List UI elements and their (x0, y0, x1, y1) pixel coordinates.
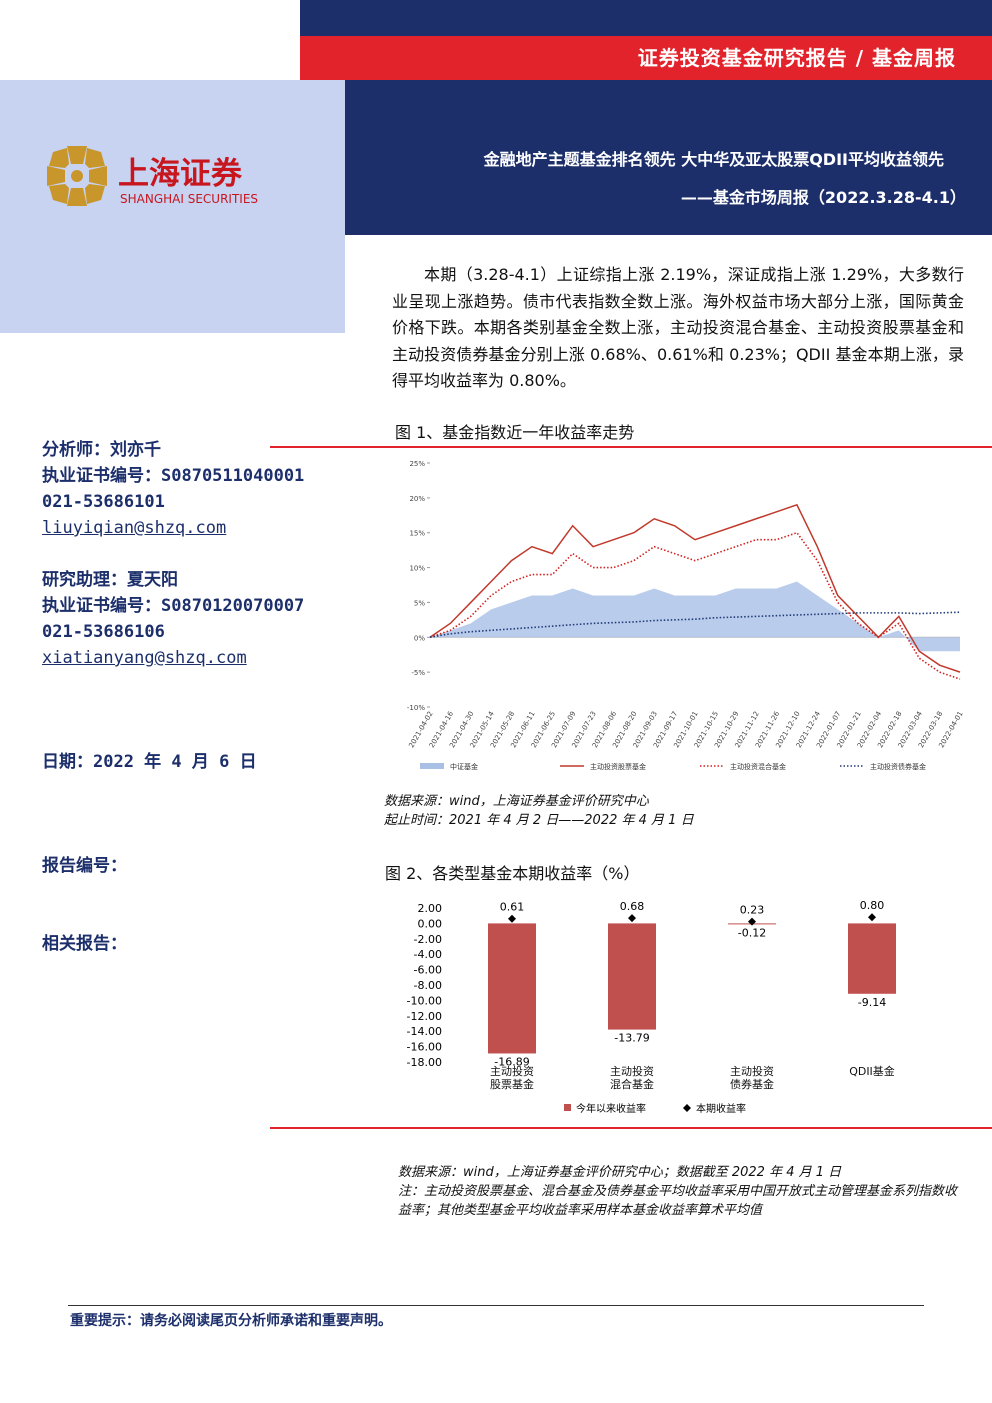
figure-source: 数据来源：wind，上海证券基金评价研究中心；数据截至 2022 年 4 月 1… (398, 1163, 958, 1220)
bar-label: -9.14 (858, 996, 886, 1009)
marker-label: 0.61 (500, 901, 525, 914)
source-line: 注：主动投资股票基金、混合基金及债券基金平均收益率采用中国开放式主动管理基金系列… (398, 1184, 958, 1218)
legend-swatch (420, 763, 444, 769)
figure-caption: 图 2、各类型基金本期收益率（%） (385, 864, 640, 883)
y-tick-label: 0.00 (418, 917, 443, 930)
y-tick-label: 2.00 (418, 902, 443, 915)
line (429, 503, 961, 673)
source-line: 数据来源：wind，上海证券基金评价研究中心 (384, 794, 649, 809)
y-tick-label: -10% (407, 704, 425, 712)
y-tick-label: 15% (409, 530, 425, 538)
y-tick-label: -2.00 (414, 933, 442, 946)
x-label-box: 主动投资债券基金 (730, 1065, 774, 1091)
y-tick-label: -16.00 (407, 1041, 442, 1054)
figure-source: 数据来源：wind，上海证券基金评价研究中心 起止时间：2021 年 4 月 2… (384, 792, 694, 830)
y-tick-label: -18.00 (407, 1056, 442, 1069)
bar (608, 923, 656, 1030)
figure-caption: 图 1、基金指数近一年收益率走势 (395, 423, 635, 442)
logo-cn: 上海证券 (118, 156, 243, 192)
legend-label: 今年以来收益率 (576, 1102, 646, 1115)
analyst-2: 研究助理：夏天阳 执业证书编号：S0870120070007 021-53686… (42, 567, 304, 671)
marker-label: 0.80 (860, 899, 885, 912)
legend-swatch (683, 1104, 691, 1112)
y-tick-label: -10.00 (407, 994, 442, 1007)
marker-label: 0.68 (620, 900, 645, 913)
y-tick-label: 20% (409, 495, 425, 503)
report-title: 金融地产主题基金排名领先 大中华及亚太股票QDII平均收益领先 (483, 150, 944, 169)
x-label-box: 主动投资股票基金 (490, 1065, 534, 1091)
x-label-box: QDII基金 (849, 1065, 895, 1078)
y-tick-label: 5% (414, 599, 425, 607)
y-tick-label: -6.00 (414, 964, 442, 977)
y-tick-label: 0% (414, 634, 425, 642)
rule (270, 446, 992, 448)
footer-note: 重要提示：请务必阅读尾页分析师承诺和重要声明。 (70, 1313, 392, 1329)
line-chart: -10%-5%0%5%10%15%20%25%2021-04-022021-04… (407, 460, 965, 771)
analyst-email[interactable]: liuyiqian@shzq.com (42, 518, 227, 538)
line (429, 611, 961, 639)
y-tick-label: -14.00 (407, 1025, 442, 1038)
y-tick-label: -4.00 (414, 948, 442, 961)
analyst-name: 分析师：刘亦千 (42, 440, 161, 460)
analyst-phone: 021-53686101 (42, 492, 165, 512)
y-tick-label: -5% (411, 669, 425, 677)
footer-rule (68, 1305, 924, 1306)
x-tick-label: 主动投资混合基金 (610, 1065, 654, 1091)
report-number: 报告编号： (42, 856, 127, 876)
legend-label: 中证基金 (450, 762, 478, 771)
bar-label: -16.89 (494, 1055, 529, 1068)
y-tick-label: -12.00 (407, 1010, 442, 1023)
marker (748, 917, 756, 926)
marker (868, 913, 876, 922)
y-tick-label: 25% (409, 460, 425, 468)
logo-en: SHANGHAI SECURITIES (120, 192, 258, 206)
y-tick-label: 10% (409, 565, 425, 573)
bar-chart: 2.00 0.00 -2.00 -4.00 -6.00 -8.00 -10.00 -12.00… (407, 899, 896, 1115)
y-tick-label: -8.00 (414, 979, 442, 992)
summary: 本期（3.28-4.1）上证综指上涨 2.19%，深证成指上涨 1.29%，大多… (392, 265, 964, 390)
source-line: 数据来源：wind，上海证券基金评价研究中心；数据截至 2022 年 4 月 1… (398, 1165, 842, 1180)
analyst-phone: 021-53686106 (42, 622, 165, 642)
logo-block (0, 80, 345, 333)
related-reports: 相关报告： (42, 934, 127, 954)
bar (848, 923, 896, 994)
bar (488, 923, 536, 1054)
marker (628, 914, 636, 923)
x-tick-label: QDII基金 (849, 1065, 895, 1078)
x-label-box: 主动投资混合基金 (610, 1065, 654, 1091)
analyst-email[interactable]: xiatianyang@shzq.com (42, 648, 247, 668)
analyst-1: 分析师：刘亦千 执业证书编号：S0870511040001 021-536861… (42, 437, 304, 541)
bar-label: -13.79 (614, 1032, 649, 1045)
marker (508, 914, 516, 923)
logo-icon (47, 146, 107, 206)
legend-label: 主动投资股票基金 (590, 762, 646, 771)
legend-label: 主动投资债券基金 (870, 762, 926, 771)
bar-label: -0.12 (738, 926, 766, 939)
line (429, 531, 961, 680)
report-subtitle: ——基金市场周报（2022.3.28-4.1） (680, 188, 966, 207)
x-tick-label: 主动投资股票基金 (490, 1065, 534, 1091)
analyst-cert: 执业证书编号：S0870511040001 (42, 466, 305, 486)
area (430, 581, 960, 652)
legend-swatch (564, 1104, 571, 1111)
analyst-cert: 执业证书编号：S0870120070007 (42, 596, 305, 616)
banner-text: 证券投资基金研究报告 / 基金周报 (300, 36, 992, 80)
legend-label: 主动投资混合基金 (730, 762, 786, 771)
analyst-name: 研究助理：夏天阳 (42, 570, 178, 590)
source-line: 起止时间：2021 年 4 月 2 日——2022 年 4 月 1 日 (384, 813, 694, 828)
legend-label: 本期收益率 (696, 1102, 746, 1115)
rule (270, 1127, 992, 1129)
logo: 上海证券 SHANGHAI SECURITIES (47, 146, 258, 206)
x-tick-label: 主动投资债券基金 (730, 1065, 774, 1091)
report-date: 日期：2022 年 4 月 6 日 (42, 752, 257, 772)
marker-label: 0.23 (740, 904, 765, 917)
